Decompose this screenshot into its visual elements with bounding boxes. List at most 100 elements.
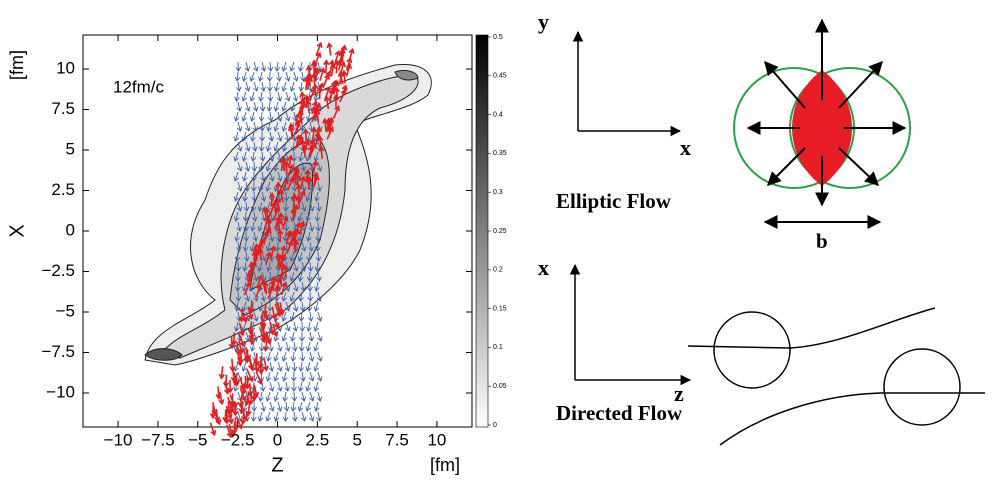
arrow <box>244 347 252 361</box>
arrow <box>276 91 283 102</box>
arrow <box>233 151 239 162</box>
arrow <box>281 215 289 230</box>
arrow <box>241 281 248 292</box>
arrow <box>253 81 259 92</box>
arrow <box>316 391 323 402</box>
arrow <box>312 159 319 174</box>
arrow <box>296 117 303 132</box>
arrow <box>251 401 257 412</box>
arrow <box>238 308 246 323</box>
arrow <box>303 94 310 108</box>
arrow <box>276 111 283 122</box>
arrow <box>235 241 242 252</box>
arrow <box>273 351 279 362</box>
arrow <box>252 246 260 260</box>
y-axis-label: X <box>6 224 28 237</box>
arrow <box>315 201 322 212</box>
arrow <box>257 355 264 370</box>
arrow <box>315 221 322 232</box>
arrow <box>283 191 290 202</box>
arrow <box>333 59 341 74</box>
arrow <box>248 357 255 371</box>
arrow <box>313 401 320 412</box>
arrow <box>316 181 323 192</box>
arrow <box>282 231 289 242</box>
arrow <box>306 321 312 332</box>
arrow <box>278 212 285 226</box>
arrow <box>300 161 307 172</box>
arrow <box>299 351 306 362</box>
arrow <box>245 101 251 112</box>
arrow <box>261 251 267 262</box>
arrow <box>298 189 306 204</box>
arrow <box>253 359 260 373</box>
arrow <box>244 181 250 192</box>
arrow <box>307 311 314 322</box>
arrow <box>244 81 251 92</box>
axis-label: x <box>538 255 549 280</box>
arrow <box>260 401 267 412</box>
arrow <box>281 121 288 132</box>
arrow <box>241 361 248 372</box>
arrow <box>328 59 335 74</box>
arrow <box>331 80 340 94</box>
arrow <box>281 291 288 302</box>
arrow <box>308 371 315 382</box>
arrow <box>241 151 248 162</box>
arrow <box>292 168 300 183</box>
arrow <box>277 381 283 392</box>
y-axis-unit: [fm] <box>7 50 27 80</box>
arrow <box>281 81 287 92</box>
arrow <box>277 131 283 142</box>
arrow <box>245 403 252 417</box>
arrow <box>274 241 281 252</box>
arrow <box>323 59 330 73</box>
overlap-region <box>792 70 852 186</box>
y-tick-label: 5 <box>66 139 75 158</box>
arrow <box>263 227 272 242</box>
arrow <box>267 301 273 312</box>
arrow <box>305 64 313 79</box>
arrow <box>252 211 258 222</box>
arrow <box>260 291 267 302</box>
arrow <box>281 178 289 193</box>
arrow <box>236 181 243 192</box>
arrow <box>315 251 322 262</box>
arrow <box>260 81 266 92</box>
arrow <box>250 201 257 212</box>
colorbar <box>475 34 489 428</box>
arrow <box>298 81 305 92</box>
arrow <box>300 261 307 272</box>
arrow <box>253 291 259 302</box>
arrow <box>305 361 312 372</box>
arrow <box>214 411 222 426</box>
arrow <box>258 391 264 402</box>
arrow <box>273 141 279 152</box>
arrow <box>249 91 256 102</box>
arrow <box>310 126 318 141</box>
arrow <box>319 67 326 81</box>
y-tick-label: 2.5 <box>51 180 75 199</box>
arrow <box>317 351 323 362</box>
arrow <box>291 193 298 207</box>
arrow <box>242 375 249 390</box>
arrow <box>298 61 304 72</box>
arrow <box>228 423 235 438</box>
y-tick-label: −5 <box>56 301 75 320</box>
arrow <box>218 366 225 380</box>
colorbar-tick-label: 0.45 <box>493 73 507 80</box>
arrow <box>345 57 353 71</box>
arrow <box>273 161 280 172</box>
arrow <box>288 122 295 137</box>
arrow <box>236 121 243 132</box>
nucleus <box>713 311 791 389</box>
arrow <box>289 61 295 72</box>
arrow <box>276 228 284 243</box>
arrow <box>267 81 273 92</box>
arrow <box>284 381 290 392</box>
arrow <box>299 331 305 342</box>
arrow <box>261 302 269 317</box>
arrow <box>241 91 248 102</box>
arrow <box>265 181 271 192</box>
arrow <box>300 411 307 422</box>
